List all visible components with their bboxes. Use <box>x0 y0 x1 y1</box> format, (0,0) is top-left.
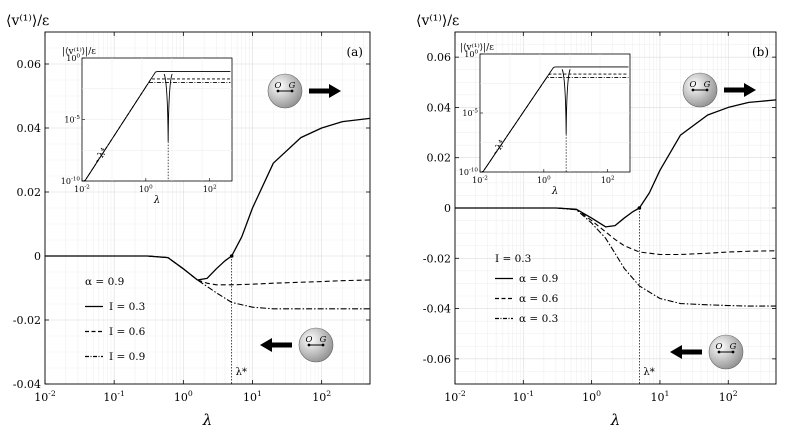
y-tick-label: -0.04 <box>423 303 451 316</box>
y-tick-label: -0.02 <box>423 252 451 265</box>
inset-y-tick-label: 10-10 <box>459 167 479 177</box>
inset-x-label: λ <box>153 195 160 206</box>
plot-frame <box>44 31 371 385</box>
y-tick-label: -0.06 <box>423 353 451 366</box>
y-tick-label: -0.02 <box>13 314 41 327</box>
g-point <box>731 350 735 354</box>
inset-y-tick-label: 10-10 <box>61 176 81 186</box>
inset-x-tick-label: 100 <box>537 175 551 185</box>
legend-label-2: α = 0.6 <box>519 293 559 305</box>
x-tick-label: 100 <box>582 389 601 404</box>
series-line-1 <box>455 99 777 228</box>
inset-series-3 <box>480 77 629 173</box>
inset-x-tick-label: 10-2 <box>74 184 90 194</box>
y-tick-label: 0 <box>444 202 451 215</box>
x-tick-label: 10-1 <box>513 389 535 404</box>
inset-y-tick-label: 10-5 <box>64 115 80 125</box>
x-tick-label: 10-1 <box>103 389 125 404</box>
o-point <box>307 343 311 347</box>
legend-label-1: α = 0.9 <box>519 273 558 285</box>
arrow-right-icon <box>744 83 756 97</box>
inset-x-tick-label: 102 <box>601 175 615 185</box>
x-tick-label: 100 <box>174 389 193 404</box>
y-axis-label: ⟨v⁽¹⁾⟩/ε <box>6 13 49 29</box>
y-tick-label: 0 <box>34 250 41 263</box>
arrow-left-icon <box>270 342 292 348</box>
series-line-3 <box>45 255 370 310</box>
inset-x-tick-label: 100 <box>139 184 153 194</box>
y-tick-label: 0.04 <box>427 101 452 114</box>
panel-b: -0.06 -0.04 -0.02 0 0.02 0.04 0.06 10-2 10-1 100 1… <box>416 13 777 429</box>
series-line-2 <box>45 255 371 286</box>
y-tick-label: 0.04 <box>17 122 42 135</box>
arrow-right-icon <box>309 88 331 94</box>
x-tick-label: 101 <box>650 389 669 404</box>
series-line-3 <box>455 207 776 307</box>
inset-y-tick-label: 100 <box>66 53 80 63</box>
o-label: O <box>716 342 723 352</box>
panel-label: (a) <box>346 45 363 59</box>
g-point <box>705 88 709 92</box>
zero-crossing-marker <box>637 206 642 210</box>
inset-y-label: |⟨v⁽¹⁾⟩|/ε <box>62 46 96 57</box>
legend-label-3: α = 0.3 <box>519 313 558 325</box>
g-point <box>321 343 325 347</box>
inset-x-tick-label: 102 <box>203 184 217 194</box>
g-label: G <box>730 342 737 352</box>
x-tick-label: 102 <box>312 389 331 404</box>
x-tick-label: 10-2 <box>444 389 466 404</box>
legend-label-2: I = 0.6 <box>109 326 146 338</box>
lambda-star-label: λ* <box>236 367 247 378</box>
x-axis-label: λ <box>202 411 213 429</box>
legend-label-1: I = 0.3 <box>109 301 145 313</box>
legend-label-3: I = 0.9 <box>109 351 145 363</box>
arrow-left-icon <box>260 338 272 352</box>
y-tick-label: -0.04 <box>13 378 41 391</box>
arrow-right-icon <box>329 84 341 98</box>
o-label: O <box>275 81 282 91</box>
g-label: G <box>704 80 711 90</box>
o-label: O <box>306 335 313 345</box>
inset-y-tick-label: 100 <box>464 49 478 59</box>
legend-title: α = 0.9 <box>85 276 124 288</box>
g-label: G <box>289 81 296 91</box>
panel-label: (b) <box>752 45 769 59</box>
arrow-left-icon <box>670 345 682 359</box>
arrow-left-icon <box>680 349 702 355</box>
y-axis-label: ⟨v⁽¹⁾⟩/ε <box>416 13 459 29</box>
g-label: G <box>320 335 327 345</box>
plot-frame <box>454 31 777 385</box>
inset-series-3 <box>82 82 231 182</box>
zero-crossing-marker <box>229 254 234 258</box>
inset-y-tick-label: 10-5 <box>462 108 478 118</box>
y-tick-label: 0.02 <box>17 186 42 199</box>
legend-title: I = 0.3 <box>495 253 531 265</box>
inset-y-label: |⟨v⁽¹⁾⟩|/ε <box>460 42 494 53</box>
y-tick-label: 0.06 <box>17 58 42 71</box>
x-tick-label: 101 <box>243 389 262 404</box>
y-tick-label: 0.02 <box>427 152 452 165</box>
arrow-right-icon <box>724 87 746 93</box>
x-tick-label: 10-2 <box>34 389 56 404</box>
o-label: O <box>690 80 697 90</box>
o-point <box>717 350 721 354</box>
panel-a: -0.04 -0.02 0 0.02 0.04 0.06 10-2 10-1 100 101 102… <box>6 13 371 429</box>
o-point <box>691 88 695 92</box>
lambda-star-label: λ* <box>643 367 654 378</box>
inset-x-tick-label: 10-2 <box>472 175 488 185</box>
x-axis-label: λ <box>610 411 621 429</box>
inset-x-label: λ <box>551 186 558 197</box>
o-point <box>276 89 280 93</box>
g-point <box>290 89 294 93</box>
x-tick-label: 102 <box>719 389 738 404</box>
y-tick-label: 0.06 <box>427 51 452 64</box>
